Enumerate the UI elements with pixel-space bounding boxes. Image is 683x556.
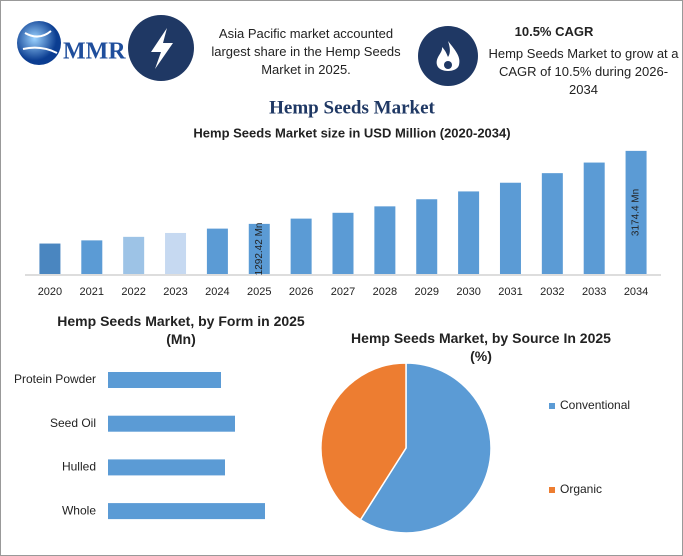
x-tick-label: 2030 (456, 286, 480, 298)
value-label: 3174.4 Mn (631, 189, 642, 236)
flame-icon (436, 41, 460, 71)
y-tick-label: Protein Powder (14, 372, 96, 386)
bar (374, 206, 396, 274)
bar (458, 191, 480, 274)
x-tick-label: 2025 (247, 286, 271, 298)
x-tick-label: 2024 (205, 286, 229, 298)
bar (416, 199, 438, 274)
y-tick-label: Whole (62, 503, 96, 517)
chart-title: Hemp Seeds Market size in USD Million (2… (193, 125, 510, 140)
icon-circle (418, 26, 478, 86)
x-tick-label: 2026 (289, 286, 313, 298)
x-tick-label: 2029 (414, 286, 438, 298)
x-tick-label: 2028 (373, 286, 397, 298)
x-tick-label: 2023 (163, 286, 187, 298)
info-text: Asia Pacific market accounted largest sh… (211, 26, 401, 77)
x-tick-label: 2032 (540, 286, 564, 298)
x-tick-label: 2021 (80, 286, 104, 298)
bar (165, 232, 187, 274)
x-tick-label: 2020 (38, 286, 62, 298)
logo-globe (17, 21, 61, 65)
logo-swoosh (22, 30, 58, 54)
legend-label: Conventional (560, 398, 630, 412)
logo-text: MMR (63, 39, 126, 65)
cagr-text: Hemp Seeds Market to grow at a CAGR of 1… (488, 46, 679, 97)
x-tick-label: 2027 (331, 286, 355, 298)
legend-swatch (549, 487, 555, 493)
source-title: Hemp Seeds Market, by Source In 2025 (%) (351, 330, 611, 364)
legend-swatch (549, 403, 555, 409)
value-label: 1292.42 Mn (254, 223, 265, 276)
bar (541, 173, 563, 274)
pie-slice (320, 362, 407, 521)
y-tick-label: Hulled (62, 460, 96, 474)
bar (332, 212, 354, 274)
legend-label: Organic (560, 482, 602, 496)
bar (108, 503, 265, 520)
x-tick-label: 2022 (121, 286, 145, 298)
bar (625, 150, 647, 274)
bar (108, 372, 221, 388)
x-tick-label: 2034 (624, 286, 648, 298)
x-tick-label: 2031 (498, 286, 522, 298)
bar (108, 459, 225, 476)
bar (108, 415, 235, 432)
bar (81, 240, 103, 274)
bar (206, 228, 228, 274)
bar (123, 236, 145, 274)
x-tick-label: 2033 (582, 286, 606, 298)
bar (290, 218, 312, 274)
lightning-icon (151, 28, 173, 69)
bar (248, 223, 270, 274)
flame-core (444, 61, 452, 69)
cagr-title: 10.5% CAGR (514, 24, 594, 39)
main-title: Hemp Seeds Market (269, 97, 435, 118)
bar (583, 162, 605, 274)
form-title: Hemp Seeds Market, by Form in 2025 (Mn) (57, 313, 305, 347)
pie-slice (359, 362, 492, 534)
bar (39, 243, 61, 274)
bar (499, 182, 521, 274)
y-tick-label: Seed Oil (50, 416, 96, 430)
